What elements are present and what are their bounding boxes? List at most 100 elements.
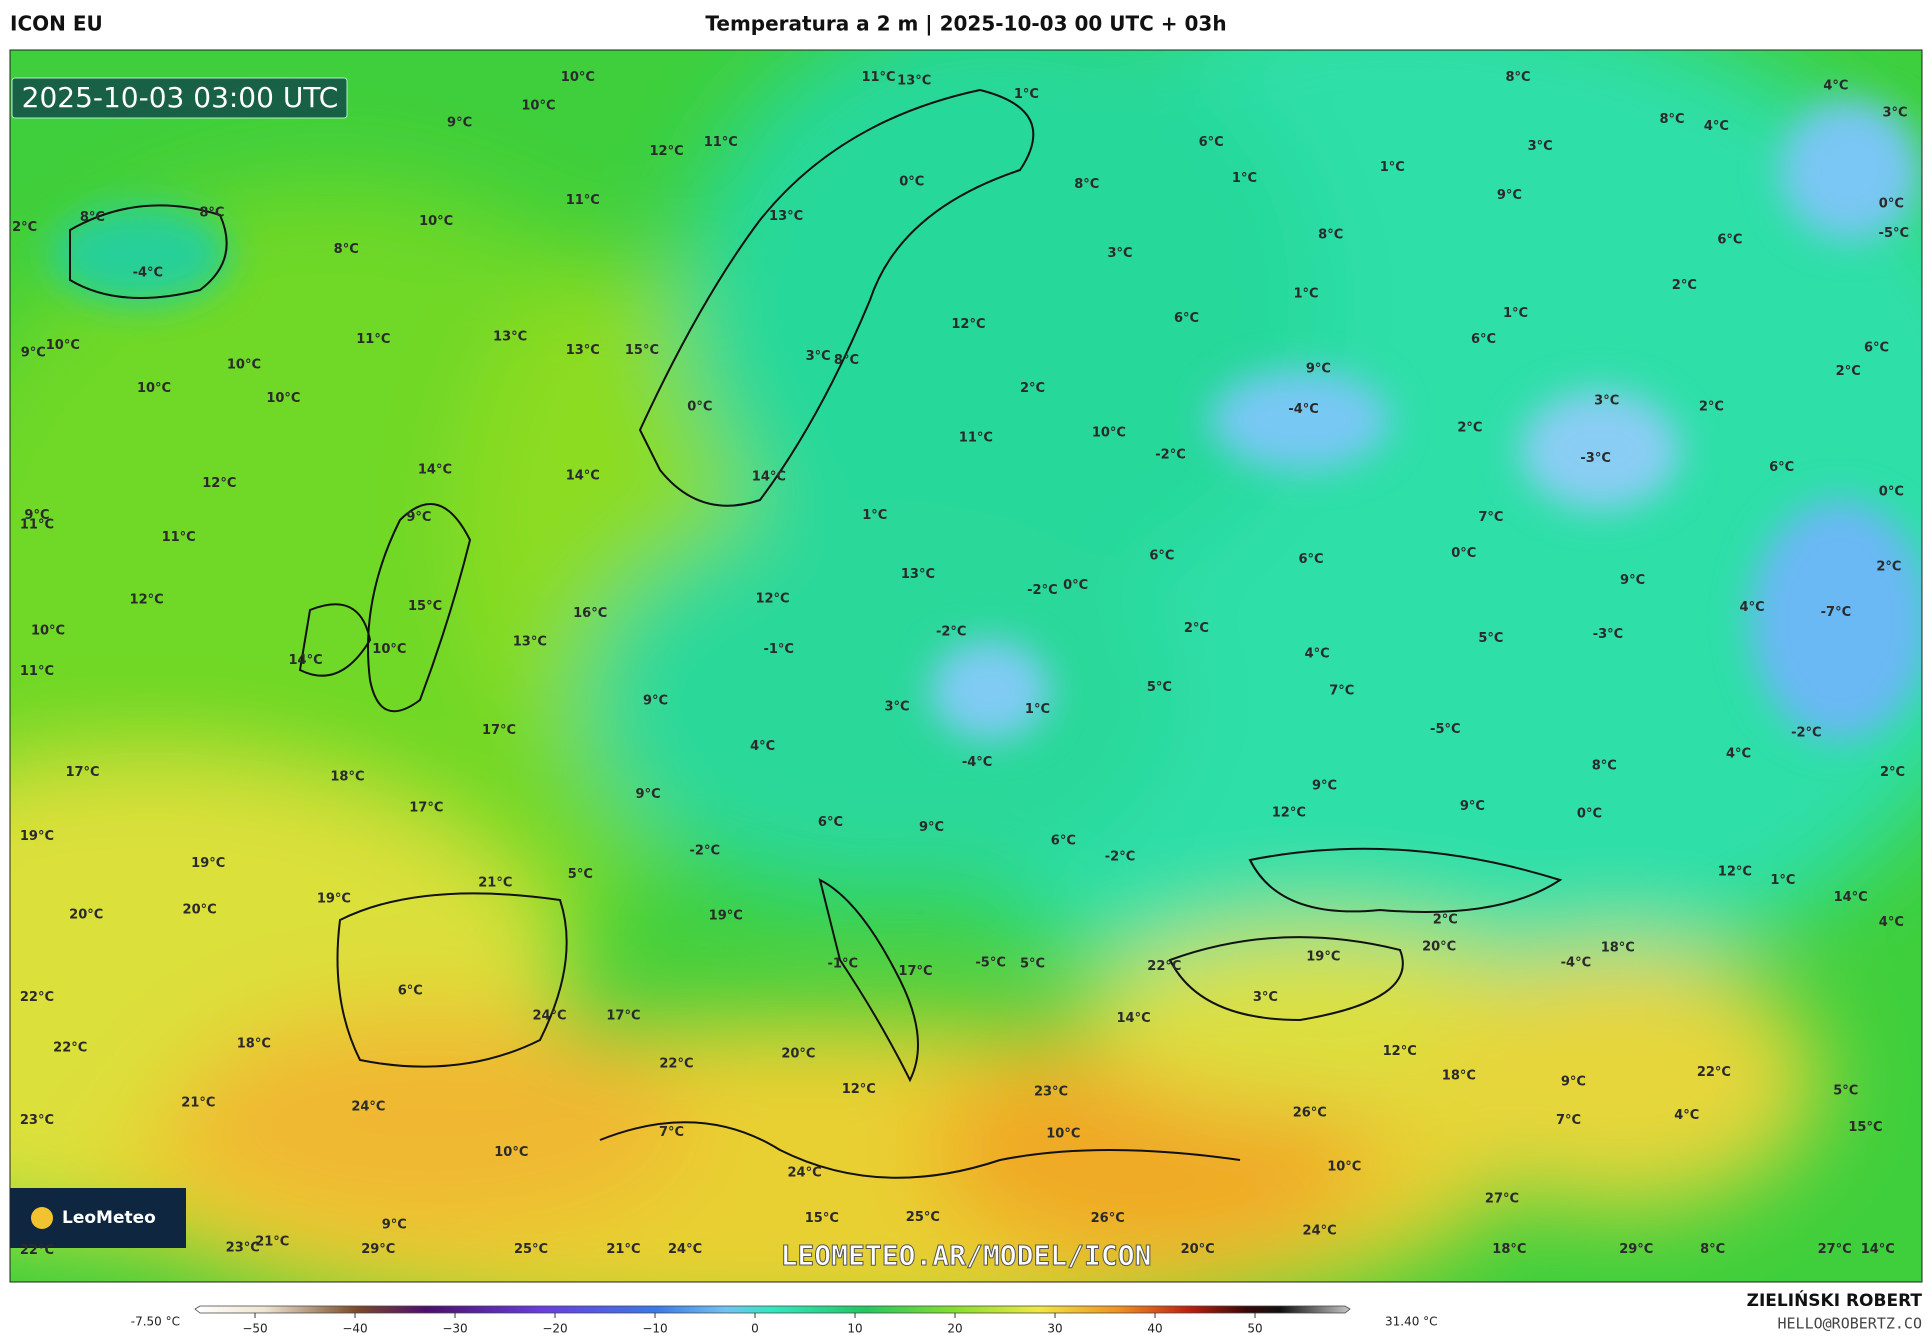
temperature-label: 22°C xyxy=(659,1056,693,1071)
temperature-label: 13°C xyxy=(901,567,935,582)
temperature-label: 9°C xyxy=(24,508,49,523)
timestamp-box xyxy=(11,77,348,119)
temperature-label: -4°C xyxy=(133,266,163,281)
temperature-label: 14°C xyxy=(566,468,600,483)
temperature-label: 9°C xyxy=(636,787,661,802)
temperature-label: 10°C xyxy=(1046,1126,1080,1141)
temperature-label: 24°C xyxy=(668,1242,702,1257)
temperature-label: 3°C xyxy=(1594,393,1619,408)
temperature-label: 6°C xyxy=(1051,834,1076,849)
temperature-label: 4°C xyxy=(1823,79,1848,94)
temperature-label: 9°C xyxy=(919,820,944,835)
temperature-label: 0°C xyxy=(1577,807,1602,822)
timestamp: 2025-10-03 03:00 UTC xyxy=(22,81,339,114)
temperature-label: -3°C xyxy=(1593,627,1623,642)
colorbar-tick-label: 50 xyxy=(1247,1322,1262,1336)
temperature-label: 11°C xyxy=(959,430,993,445)
temperature-label: 8°C xyxy=(80,210,105,225)
temperature-label: 9°C xyxy=(1620,573,1645,588)
temperature-label: 2°C xyxy=(1020,381,1045,396)
temperature-label: 0°C xyxy=(1451,546,1476,561)
temperature-label: 11°C xyxy=(356,332,390,347)
temperature-label: 15°C xyxy=(625,343,659,358)
temperature-label: 19°C xyxy=(709,909,743,924)
temperature-label: 0°C xyxy=(899,175,924,190)
colorbar-tick-label: −20 xyxy=(542,1322,567,1336)
temperature-label: 9°C xyxy=(643,693,668,708)
temperature-label: 8°C xyxy=(1659,112,1684,127)
coastlines xyxy=(69,88,1563,1179)
temperature-label: 0°C xyxy=(687,400,712,415)
temperature-label: 13°C xyxy=(566,343,600,358)
temperature-label: 13°C xyxy=(513,634,547,649)
temperature-label: -2°C xyxy=(936,625,966,640)
temperature-label: 23°C xyxy=(226,1241,260,1256)
temperature-label: 9°C xyxy=(1497,188,1522,203)
temperature-label: 20°C xyxy=(1422,939,1456,954)
temperature-label: 12°C xyxy=(842,1082,876,1097)
temperature-label: 16°C xyxy=(573,606,607,621)
temperature-label: 9°C xyxy=(382,1217,407,1232)
temperature-label: 1°C xyxy=(1025,702,1050,717)
temperature-label: 27°C xyxy=(1485,1192,1519,1207)
temperature-label: 4°C xyxy=(1740,600,1765,615)
colorbar-tick-label: 0 xyxy=(751,1322,759,1336)
temperature-label: -4°C xyxy=(962,755,992,770)
temperature-label: 4°C xyxy=(1726,746,1751,761)
colorbar-tick-label: −10 xyxy=(642,1322,667,1336)
temperature-label: 10°C xyxy=(521,98,555,113)
temperature-label: 17°C xyxy=(409,800,443,815)
temperature-label: 12°C xyxy=(951,317,985,332)
temperature-label: 12°C xyxy=(1383,1044,1417,1059)
temperature-label: 8°C xyxy=(1592,759,1617,774)
temperature-label: 6°C xyxy=(1199,135,1224,150)
temperature-label: 4°C xyxy=(1879,915,1904,930)
map-labels: 10°C 11°C 13°C 1°C 8°C 4°C 3°C 8°C 4°C 10°C 9°C 12°… xyxy=(12,70,1909,1258)
temperature-label: 21°C xyxy=(181,1096,215,1111)
temperature-label: 6°C xyxy=(1471,332,1496,347)
temperature-label: 6°C xyxy=(398,984,423,999)
temperature-label: 4°C xyxy=(750,739,775,754)
temperature-label: 1°C xyxy=(1770,873,1795,888)
temperature-label: 24°C xyxy=(1303,1224,1337,1239)
temperature-label: 3°C xyxy=(1882,106,1907,121)
temperature-label: 13°C xyxy=(897,74,931,89)
temperature-label: 9°C xyxy=(21,345,46,360)
model-name: ICON EU xyxy=(10,12,103,36)
temperature-label: 10°C xyxy=(266,391,300,406)
temperature-label: 7°C xyxy=(659,1125,684,1140)
temperature-label: 21°C xyxy=(255,1235,289,1250)
temperature-label: 7°C xyxy=(1556,1113,1581,1128)
temperature-label: 2°C xyxy=(1876,559,1901,574)
author: ZIELIŃSKI ROBERT xyxy=(1747,1289,1923,1311)
temperature-label: 20°C xyxy=(183,903,217,918)
temperature-label: 18°C xyxy=(1601,941,1635,956)
map-frame xyxy=(9,49,1923,1283)
temperature-label: 9°C xyxy=(406,510,431,525)
temperature-label: 2°C xyxy=(12,220,37,235)
temperature-label: 6°C xyxy=(1864,341,1889,356)
temperature-label: 8°C xyxy=(334,242,359,257)
temperature-label: 12°C xyxy=(650,144,684,159)
logo-text: LeoMeteo xyxy=(62,1208,156,1228)
temperature-label: 25°C xyxy=(514,1242,548,1257)
temperature-label: 5°C xyxy=(1833,1083,1858,1098)
temperature-label: 14°C xyxy=(289,653,323,668)
temperature-label: 19°C xyxy=(20,829,54,844)
temperature-label: 5°C xyxy=(1020,957,1045,972)
temperature-label: 22°C xyxy=(1147,959,1181,974)
temperature-label: 6°C xyxy=(1298,552,1323,567)
temperature-label: 10°C xyxy=(494,1145,528,1160)
email: HELLO@ROBERTZ.CO xyxy=(1778,1315,1923,1333)
temperature-label: 14°C xyxy=(1834,890,1868,905)
temperature-label: 18°C xyxy=(330,770,364,785)
temperature-label: 4°C xyxy=(1674,1108,1699,1123)
temperature-label: 2°C xyxy=(1836,364,1861,379)
temperature-label: 2°C xyxy=(1457,420,1482,435)
temperature-label: 17°C xyxy=(65,765,99,780)
temperature-label: 20°C xyxy=(781,1046,815,1061)
temperature-label: 10°C xyxy=(1092,425,1126,440)
temperature-label: 10°C xyxy=(137,381,171,396)
